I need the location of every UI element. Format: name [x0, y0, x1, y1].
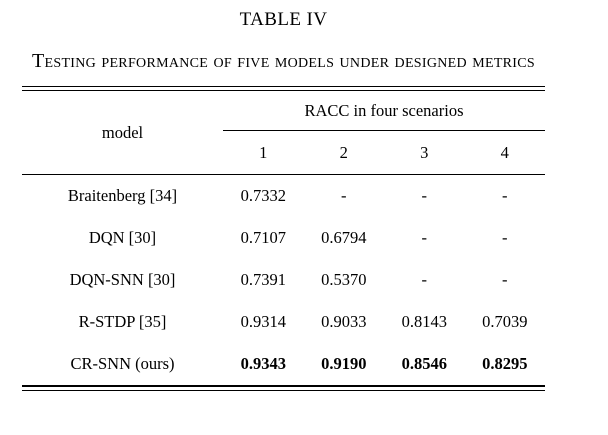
value-cell: -: [421, 186, 428, 205]
scenario-column-headers: 1 2 3 4: [223, 131, 545, 174]
value-cell: 0.8546: [401, 354, 447, 373]
value-cell: 0.9033: [321, 312, 367, 331]
column-group-racc: RACC in four scenarios 1 2 3 4: [223, 91, 545, 174]
value-cell: 0.8295: [482, 354, 528, 373]
column-header-scenario-3: 3: [420, 142, 429, 162]
value-cell: -: [502, 228, 508, 247]
value-cell: 0.7391: [240, 270, 286, 289]
model-name-cell: Braitenberg [34]: [67, 186, 178, 205]
value-cell: 0.9314: [240, 312, 286, 331]
table-body: Braitenberg [34] 0.7332 - - - DQN [30] 0…: [22, 175, 545, 385]
table-number-label: TABLE IV: [239, 9, 328, 30]
value-cell: -: [502, 186, 508, 205]
column-header-scenario-2: 2: [339, 142, 348, 162]
table-row-r-stdp: R-STDP [35] 0.9314 0.9033 0.8143 0.7039: [22, 301, 545, 343]
table-row-dqn: DQN [30] 0.7107 0.6794 - -: [22, 217, 545, 259]
bottom-double-rule: [22, 385, 545, 391]
value-cell: 0.7107: [240, 228, 286, 247]
model-name-cell: DQN [30]: [88, 228, 157, 247]
table-row-dqn-snn: DQN-SNN [30] 0.7391 0.5370 - -: [22, 259, 545, 301]
value-cell: 0.7332: [240, 186, 286, 205]
value-cell: -: [341, 186, 347, 205]
top-double-rule: [22, 86, 545, 91]
header-body-rule: [22, 174, 545, 175]
value-cell: 0.5370: [321, 270, 367, 289]
column-header-model: model: [101, 122, 144, 142]
model-name-cell: DQN-SNN [30]: [69, 270, 176, 289]
table-caption: Testing performance of five models under…: [31, 50, 535, 72]
column-group-rule: [223, 130, 545, 131]
table-header: model RACC in four scenarios 1 2 3 4: [22, 91, 545, 174]
value-cell: -: [421, 228, 428, 247]
value-cell: -: [421, 270, 428, 289]
table-row-cr-snn-ours: CR-SNN (ours) 0.9343 0.9190 0.8546 0.829…: [22, 343, 545, 385]
value-cell: 0.9343: [240, 354, 286, 373]
table-row-braitenberg: Braitenberg [34] 0.7332 - - -: [22, 175, 545, 217]
value-cell: -: [502, 270, 508, 289]
value-cell: 0.8143: [401, 312, 447, 331]
value-cell: 0.9190: [321, 354, 367, 373]
model-name-cell: R-STDP [35]: [78, 312, 167, 331]
column-header-scenario-1: 1: [259, 142, 268, 162]
column-header-scenario-4: 4: [500, 142, 509, 162]
model-name-cell: CR-SNN (ours): [70, 354, 175, 373]
column-group-header-racc: RACC in four scenarios: [304, 100, 464, 120]
value-cell: 0.7039: [482, 312, 528, 331]
value-cell: 0.6794: [321, 228, 367, 247]
results-table: model RACC in four scenarios 1 2 3 4 Bra…: [22, 86, 545, 391]
